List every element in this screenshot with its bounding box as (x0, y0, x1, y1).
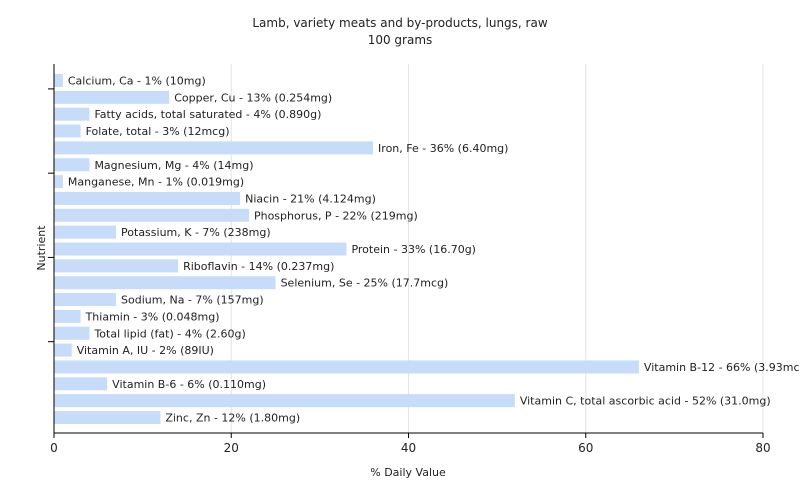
bar-label-16: Vitamin A, IU - 2% (89IU) (77, 344, 214, 357)
bar-label-13: Sodium, Na - 7% (157mg) (121, 294, 264, 307)
bar-label-19: Vitamin C, total ascorbic acid - 52% (31… (520, 395, 771, 408)
bar-16 (54, 343, 72, 357)
bar-label-15: Total lipid (fat) - 4% (2.60g) (93, 327, 245, 340)
bar-11 (54, 259, 179, 273)
bar-label-11: Riboflavin - 14% (0.237mg) (183, 260, 334, 273)
bar-label-17: Vitamin B-12 - 66% (3.93mcg) (644, 361, 800, 374)
x-tick-label-0: 0 (50, 441, 58, 455)
bar-9 (54, 225, 117, 239)
bar-label-1: Copper, Cu - 13% (0.254mg) (174, 91, 332, 104)
bar-5 (54, 158, 90, 172)
y-axis-label: Nutrient (35, 225, 48, 271)
bar-label-0: Calcium, Ca - 1% (10mg) (68, 75, 206, 88)
x-tick-label-2: 40 (401, 441, 416, 455)
x-tick-label-3: 60 (578, 441, 593, 455)
bar-12 (54, 276, 276, 290)
bar-3 (54, 124, 81, 138)
bar-label-14: Thiamin - 3% (0.048mg) (85, 310, 220, 323)
bar-label-20: Zinc, Zn - 12% (1.80mg) (165, 412, 300, 425)
x-tick-label-1: 20 (224, 441, 239, 455)
bar-label-3: Folate, total - 3% (12mcg) (86, 125, 230, 138)
axes: 0 20 40 60 80 (48, 64, 771, 455)
x-tick-label-4: 80 (755, 441, 770, 455)
bar-15 (54, 326, 90, 340)
bar-13 (54, 293, 117, 307)
bar-0 (54, 74, 63, 87)
bar-label-10: Protein - 33% (16.70g) (351, 243, 476, 256)
bar-6 (54, 175, 63, 189)
bar-20 (54, 411, 161, 424)
chart-title: Lamb, variety meats and by-products, lun… (252, 16, 547, 30)
bar-label-8: Phosphorus, P - 22% (219mg) (254, 209, 418, 222)
chart-subtitle: 100 grams (368, 33, 433, 47)
bar-label-7: Niacin - 21% (4.124mg) (245, 192, 376, 205)
bar-1 (54, 90, 170, 104)
bar-label-5: Magnesium, Mg - 4% (14mg) (94, 159, 253, 172)
bar-18 (54, 377, 108, 391)
bar-label-2: Fatty acids, total saturated - 4% (0.890… (94, 108, 321, 121)
x-axis-label: % Daily Value (370, 466, 446, 479)
bars: Calcium, Ca - 1% (10mg) Copper, Cu - 13% … (54, 74, 800, 425)
bar-label-12: Selenium, Se - 25% (17.7mcg) (281, 277, 449, 290)
bar-label-9: Potassium, K - 7% (238mg) (121, 226, 271, 239)
bar-19 (54, 394, 515, 408)
bar-4 (54, 141, 374, 155)
bar-10 (54, 242, 347, 256)
bar-17 (54, 360, 639, 374)
bar-label-6: Manganese, Mn - 1% (0.019mg) (68, 176, 244, 189)
bar-label-18: Vitamin B-6 - 6% (0.110mg) (112, 378, 266, 391)
bar-8 (54, 208, 249, 222)
bar-7 (54, 191, 241, 205)
bar-14 (54, 309, 81, 323)
bar-2 (54, 107, 90, 121)
bar-label-4: Iron, Fe - 36% (6.40mg) (378, 142, 508, 155)
